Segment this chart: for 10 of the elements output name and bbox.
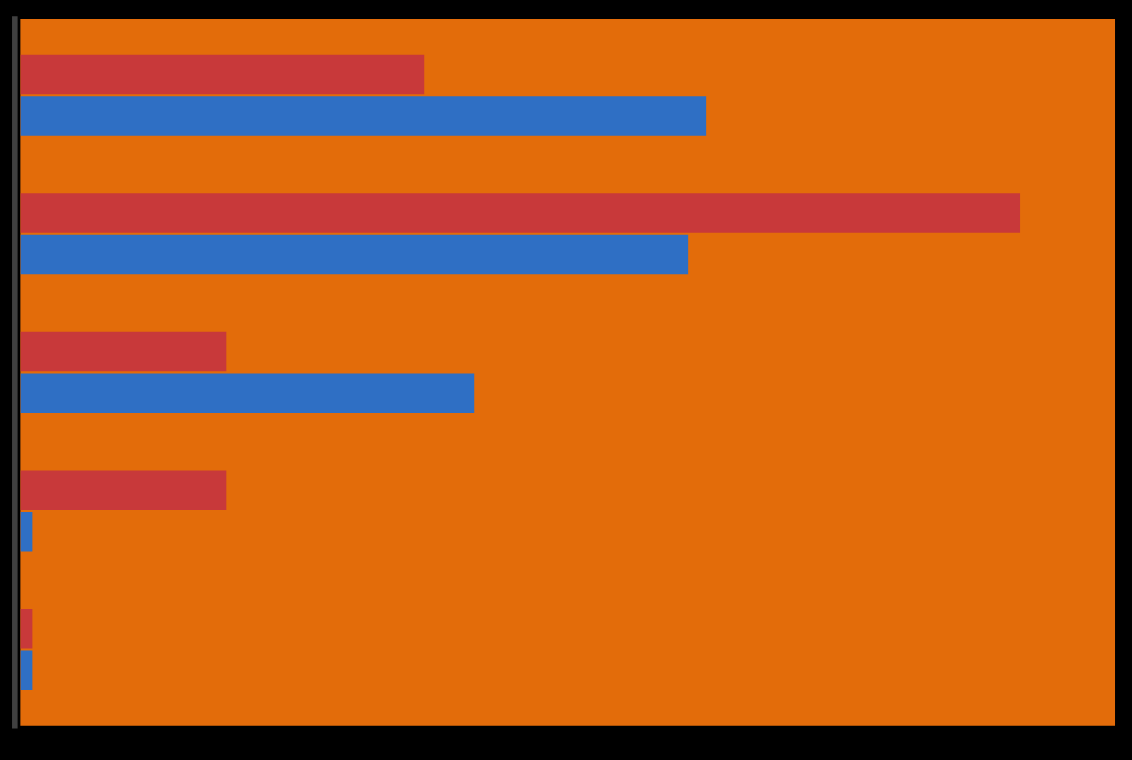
bar	[20, 54, 425, 95]
bar	[20, 512, 33, 552]
bar	[20, 193, 1021, 233]
bar	[20, 609, 33, 649]
bar	[20, 470, 227, 510]
bar	[20, 96, 707, 136]
bar	[20, 234, 689, 275]
bar	[20, 373, 475, 413]
bar	[20, 650, 33, 691]
bar	[20, 331, 227, 372]
